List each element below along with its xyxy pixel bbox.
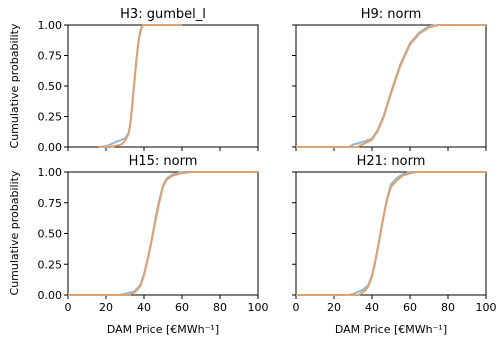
- series-line-0: [296, 24, 486, 148]
- panel-h21: H21: norm DAM Price [€MWh⁻¹]: [295, 154, 487, 336]
- x-tick-label: 0: [65, 301, 72, 314]
- y-tick-label: 1.00: [38, 19, 63, 32]
- y-tick-label: 0.00: [38, 289, 63, 302]
- axes-frame: [295, 24, 487, 148]
- panel-title: H21: norm: [357, 154, 426, 169]
- series-line-1: [68, 171, 258, 296]
- panel-title: H15: norm: [129, 154, 198, 169]
- y-tick-label: 0.75: [38, 50, 63, 63]
- axes-frame: [67, 24, 259, 148]
- x-tick-label: 20: [99, 301, 113, 314]
- y-tick-label: 0.00: [38, 141, 63, 154]
- panel-marks-0: 0.00 0.25 0.50 0.75 1.00: [38, 19, 259, 154]
- chart-marks: 0.00 0.25 0.50 0.75 1.00 0 20 40 60 80 100 0.00 0.25…: [38, 19, 497, 314]
- x-tick-label: 80: [213, 301, 227, 314]
- x-tick-label: 40: [137, 301, 151, 314]
- series-line-1: [296, 171, 486, 296]
- x-tick-label: 0: [293, 301, 300, 314]
- series-line-0: [296, 171, 486, 296]
- axes-frame: [295, 171, 487, 296]
- panel-h3: H3: gumbel_l: [67, 7, 259, 148]
- panel-h9: H9: norm: [295, 7, 487, 148]
- series-line-1: [98, 24, 182, 148]
- x-tick-label: 20: [327, 301, 341, 314]
- y-axis-label-bottom: Cumulative probability: [8, 170, 21, 295]
- panel-marks-1: [292, 24, 487, 151]
- x-axis-label: DAM Price [€MWh⁻¹]: [335, 323, 447, 336]
- y-tick-label: 0.50: [38, 80, 63, 93]
- y-axis-label-top: Cumulative probability: [8, 23, 21, 148]
- x-tick-label: 100: [476, 301, 497, 314]
- x-tick-label: 80: [441, 301, 455, 314]
- y-tick-label: 0.25: [38, 258, 63, 271]
- y-tick-label: 1.00: [38, 166, 63, 179]
- y-tick-label: 0.75: [38, 197, 63, 210]
- x-tick-label: 40: [365, 301, 379, 314]
- panel-title: H3: gumbel_l: [120, 7, 206, 22]
- x-tick-label: 60: [403, 301, 417, 314]
- panel-marks-3: 0 20 40 60 80 100: [292, 171, 497, 314]
- x-tick-label: 60: [175, 301, 189, 314]
- panel-title: H9: norm: [361, 7, 422, 22]
- panel-h15: H15: norm DAM Price [€MWh⁻¹]: [67, 154, 259, 336]
- x-axis-label: DAM Price [€MWh⁻¹]: [107, 323, 219, 336]
- y-tick-label: 0.25: [38, 111, 63, 124]
- panel-marks-2: 0 20 40 60 80 100 0.00 0.25 0.50 0.75 1.00: [38, 166, 269, 314]
- series-line-1: [296, 24, 486, 148]
- y-tick-label: 0.50: [38, 228, 63, 241]
- x-tick-label: 100: [248, 301, 269, 314]
- series-line-0: [98, 24, 182, 148]
